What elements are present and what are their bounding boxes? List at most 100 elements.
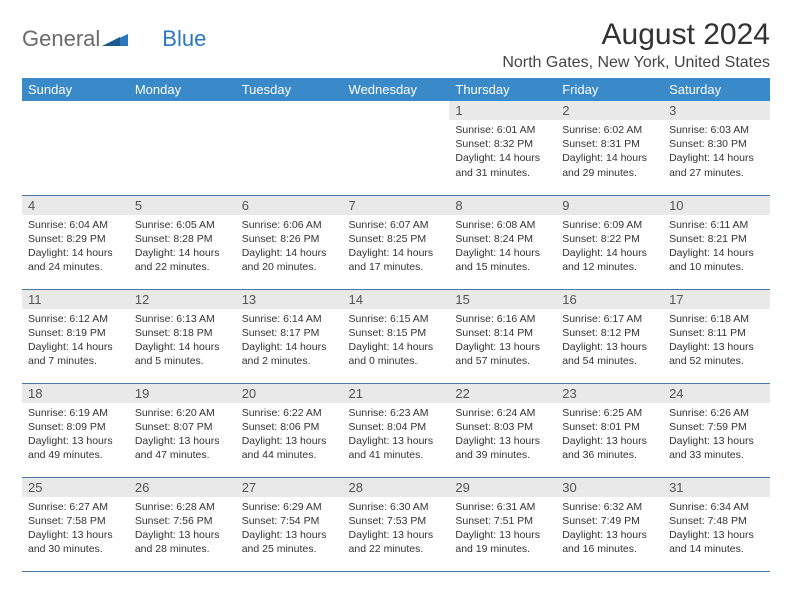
day-details: Sunrise: 6:30 AMSunset: 7:53 PMDaylight:…: [343, 497, 450, 561]
calendar-cell: 16Sunrise: 6:17 AMSunset: 8:12 PMDayligh…: [556, 289, 663, 383]
calendar-cell: 20Sunrise: 6:22 AMSunset: 8:06 PMDayligh…: [236, 383, 343, 477]
day-details: Sunrise: 6:26 AMSunset: 7:59 PMDaylight:…: [663, 403, 770, 467]
day-number: 9: [556, 196, 663, 215]
brand-general: General: [22, 26, 100, 52]
day-number: 1: [449, 101, 556, 120]
day-number: 22: [449, 384, 556, 403]
day-number: 4: [22, 196, 129, 215]
day-number: 28: [343, 478, 450, 497]
day-details: Sunrise: 6:12 AMSunset: 8:19 PMDaylight:…: [22, 309, 129, 373]
day-details: Sunrise: 6:28 AMSunset: 7:56 PMDaylight:…: [129, 497, 236, 561]
calendar-cell: 28Sunrise: 6:30 AMSunset: 7:53 PMDayligh…: [343, 477, 450, 571]
calendar-cell: 5Sunrise: 6:05 AMSunset: 8:28 PMDaylight…: [129, 195, 236, 289]
day-number: 2: [556, 101, 663, 120]
calendar-week-row: 25Sunrise: 6:27 AMSunset: 7:58 PMDayligh…: [22, 477, 770, 571]
weekday-header: Saturday: [663, 78, 770, 101]
day-details: Sunrise: 6:11 AMSunset: 8:21 PMDaylight:…: [663, 215, 770, 279]
calendar-header-row: SundayMondayTuesdayWednesdayThursdayFrid…: [22, 78, 770, 101]
calendar-cell: 31Sunrise: 6:34 AMSunset: 7:48 PMDayligh…: [663, 477, 770, 571]
day-number: 30: [556, 478, 663, 497]
calendar-cell: 13Sunrise: 6:14 AMSunset: 8:17 PMDayligh…: [236, 289, 343, 383]
day-details: Sunrise: 6:22 AMSunset: 8:06 PMDaylight:…: [236, 403, 343, 467]
calendar-week-row: 4Sunrise: 6:04 AMSunset: 8:29 PMDaylight…: [22, 195, 770, 289]
brand-logo: General Blue: [22, 18, 206, 52]
calendar-cell: 8Sunrise: 6:08 AMSunset: 8:24 PMDaylight…: [449, 195, 556, 289]
day-details: Sunrise: 6:17 AMSunset: 8:12 PMDaylight:…: [556, 309, 663, 373]
day-number: 29: [449, 478, 556, 497]
day-number: 3: [663, 101, 770, 120]
day-number: 15: [449, 290, 556, 309]
day-details: Sunrise: 6:05 AMSunset: 8:28 PMDaylight:…: [129, 215, 236, 279]
day-details: Sunrise: 6:01 AMSunset: 8:32 PMDaylight:…: [449, 120, 556, 184]
day-details: Sunrise: 6:16 AMSunset: 8:14 PMDaylight:…: [449, 309, 556, 373]
calendar-cell: 7Sunrise: 6:07 AMSunset: 8:25 PMDaylight…: [343, 195, 450, 289]
day-number: 8: [449, 196, 556, 215]
day-number: 11: [22, 290, 129, 309]
calendar-cell: 27Sunrise: 6:29 AMSunset: 7:54 PMDayligh…: [236, 477, 343, 571]
weekday-header: Monday: [129, 78, 236, 101]
day-number: 27: [236, 478, 343, 497]
day-details: Sunrise: 6:15 AMSunset: 8:15 PMDaylight:…: [343, 309, 450, 373]
calendar-cell: 10Sunrise: 6:11 AMSunset: 8:21 PMDayligh…: [663, 195, 770, 289]
day-details: Sunrise: 6:27 AMSunset: 7:58 PMDaylight:…: [22, 497, 129, 561]
calendar-cell: 15Sunrise: 6:16 AMSunset: 8:14 PMDayligh…: [449, 289, 556, 383]
calendar-cell: 14Sunrise: 6:15 AMSunset: 8:15 PMDayligh…: [343, 289, 450, 383]
day-details: Sunrise: 6:29 AMSunset: 7:54 PMDaylight:…: [236, 497, 343, 561]
calendar-cell: [236, 101, 343, 195]
calendar-week-row: 11Sunrise: 6:12 AMSunset: 8:19 PMDayligh…: [22, 289, 770, 383]
weekday-header: Wednesday: [343, 78, 450, 101]
page-title: August 2024: [502, 18, 770, 52]
day-details: Sunrise: 6:13 AMSunset: 8:18 PMDaylight:…: [129, 309, 236, 373]
calendar-cell: 9Sunrise: 6:09 AMSunset: 8:22 PMDaylight…: [556, 195, 663, 289]
day-number: 12: [129, 290, 236, 309]
day-details: Sunrise: 6:31 AMSunset: 7:51 PMDaylight:…: [449, 497, 556, 561]
day-details: Sunrise: 6:34 AMSunset: 7:48 PMDaylight:…: [663, 497, 770, 561]
calendar-cell: 25Sunrise: 6:27 AMSunset: 7:58 PMDayligh…: [22, 477, 129, 571]
day-details: Sunrise: 6:25 AMSunset: 8:01 PMDaylight:…: [556, 403, 663, 467]
calendar-cell: [22, 101, 129, 195]
calendar-cell: [129, 101, 236, 195]
header: General Blue August 2024 North Gates, Ne…: [22, 18, 770, 72]
calendar-cell: 26Sunrise: 6:28 AMSunset: 7:56 PMDayligh…: [129, 477, 236, 571]
calendar-cell: 24Sunrise: 6:26 AMSunset: 7:59 PMDayligh…: [663, 383, 770, 477]
day-number: 16: [556, 290, 663, 309]
calendar-cell: 29Sunrise: 6:31 AMSunset: 7:51 PMDayligh…: [449, 477, 556, 571]
day-details: Sunrise: 6:06 AMSunset: 8:26 PMDaylight:…: [236, 215, 343, 279]
calendar-cell: 3Sunrise: 6:03 AMSunset: 8:30 PMDaylight…: [663, 101, 770, 195]
flag-icon: [102, 28, 128, 51]
calendar-cell: 2Sunrise: 6:02 AMSunset: 8:31 PMDaylight…: [556, 101, 663, 195]
day-number: 7: [343, 196, 450, 215]
calendar-cell: 22Sunrise: 6:24 AMSunset: 8:03 PMDayligh…: [449, 383, 556, 477]
day-number: 14: [343, 290, 450, 309]
day-details: Sunrise: 6:07 AMSunset: 8:25 PMDaylight:…: [343, 215, 450, 279]
calendar-cell: 12Sunrise: 6:13 AMSunset: 8:18 PMDayligh…: [129, 289, 236, 383]
day-details: Sunrise: 6:08 AMSunset: 8:24 PMDaylight:…: [449, 215, 556, 279]
weekday-header: Sunday: [22, 78, 129, 101]
title-block: August 2024 North Gates, New York, Unite…: [502, 18, 770, 72]
day-details: Sunrise: 6:09 AMSunset: 8:22 PMDaylight:…: [556, 215, 663, 279]
day-details: Sunrise: 6:04 AMSunset: 8:29 PMDaylight:…: [22, 215, 129, 279]
calendar-cell: 21Sunrise: 6:23 AMSunset: 8:04 PMDayligh…: [343, 383, 450, 477]
day-number: 18: [22, 384, 129, 403]
day-details: Sunrise: 6:24 AMSunset: 8:03 PMDaylight:…: [449, 403, 556, 467]
calendar-cell: 17Sunrise: 6:18 AMSunset: 8:11 PMDayligh…: [663, 289, 770, 383]
calendar-cell: [343, 101, 450, 195]
calendar-table: SundayMondayTuesdayWednesdayThursdayFrid…: [22, 78, 770, 572]
calendar-cell: 30Sunrise: 6:32 AMSunset: 7:49 PMDayligh…: [556, 477, 663, 571]
day-details: Sunrise: 6:18 AMSunset: 8:11 PMDaylight:…: [663, 309, 770, 373]
brand-blue: Blue: [162, 26, 206, 52]
day-details: Sunrise: 6:02 AMSunset: 8:31 PMDaylight:…: [556, 120, 663, 184]
day-number: 5: [129, 196, 236, 215]
calendar-cell: 4Sunrise: 6:04 AMSunset: 8:29 PMDaylight…: [22, 195, 129, 289]
day-number: 13: [236, 290, 343, 309]
day-number: 10: [663, 196, 770, 215]
day-number: 21: [343, 384, 450, 403]
day-details: Sunrise: 6:20 AMSunset: 8:07 PMDaylight:…: [129, 403, 236, 467]
calendar-cell: 6Sunrise: 6:06 AMSunset: 8:26 PMDaylight…: [236, 195, 343, 289]
day-number: 23: [556, 384, 663, 403]
day-details: Sunrise: 6:14 AMSunset: 8:17 PMDaylight:…: [236, 309, 343, 373]
day-number: 25: [22, 478, 129, 497]
day-details: Sunrise: 6:32 AMSunset: 7:49 PMDaylight:…: [556, 497, 663, 561]
calendar-week-row: 18Sunrise: 6:19 AMSunset: 8:09 PMDayligh…: [22, 383, 770, 477]
day-details: Sunrise: 6:19 AMSunset: 8:09 PMDaylight:…: [22, 403, 129, 467]
